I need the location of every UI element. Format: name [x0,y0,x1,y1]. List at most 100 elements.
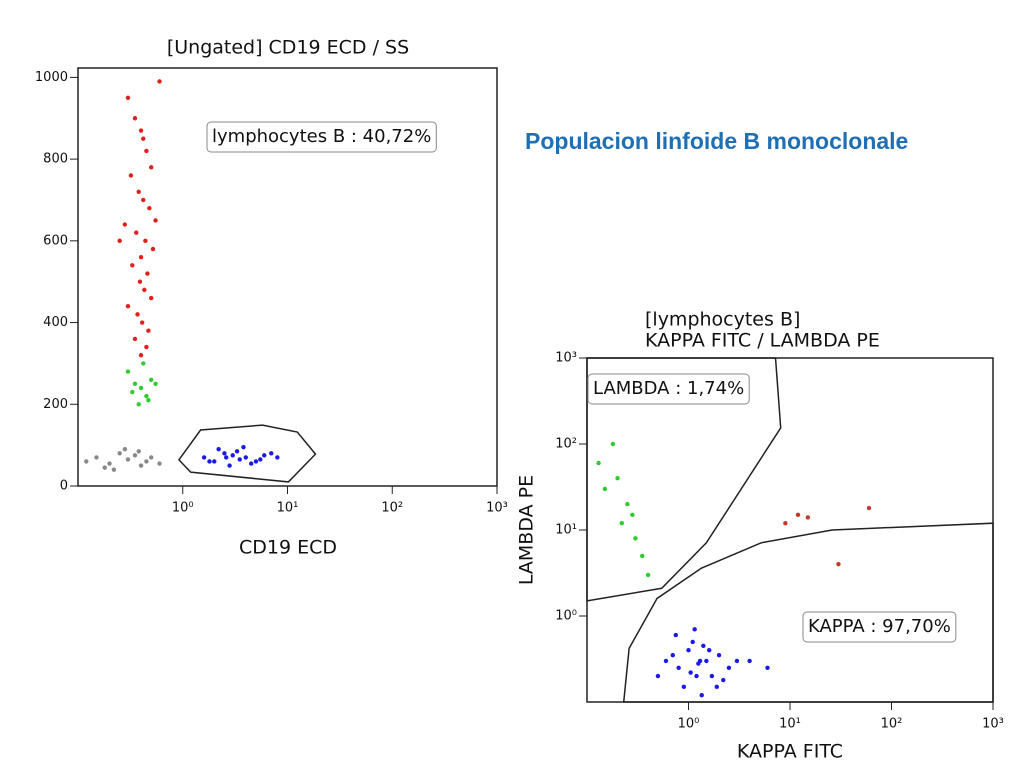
event-dot [765,665,770,670]
event-dot [144,459,149,464]
event-dot [222,451,227,456]
event-dot [269,451,274,456]
event-dot [253,459,259,464]
event-dot [234,449,240,454]
heading: Populacion linfoide B monoclonale [525,128,908,154]
event-dot [149,455,154,460]
event-dot [207,459,212,464]
event-dot [107,461,112,466]
event-dot [716,653,722,658]
event-dot [625,501,630,507]
event-dot [258,457,263,462]
event-dot [149,377,154,382]
event-dot [633,536,638,541]
event-dot [747,658,752,664]
x-tick-label: 10² [381,501,403,516]
event-dot [144,148,149,154]
event-dot [670,653,675,658]
gate-label-box [206,121,437,153]
y-axis-label: LAMBDA PE [516,475,538,585]
event-dot [125,457,131,462]
x-tick-label: 10¹ [779,717,801,732]
event-dot [241,444,246,450]
event-dot [149,165,154,170]
x-tick-label: 10⁰ [172,501,194,516]
event-dot [138,128,144,133]
event-dot [640,553,645,559]
event-dot [243,455,249,460]
event-dot [125,369,131,374]
event-dot [102,465,107,470]
event-dot [111,467,117,472]
event-dot [726,665,732,670]
event-dot [130,263,135,268]
y-tick-label: 10⁰ [555,609,577,624]
event-dot [138,353,144,358]
x-tick-label: 10¹ [277,501,299,516]
event-dot [663,658,669,664]
event-dot [139,320,145,325]
event-dot [145,271,150,276]
y-tick-label: 400 [43,315,68,330]
event-dot [94,455,99,460]
event-dot [144,393,149,399]
event-dot [227,463,232,468]
event-dot [248,461,254,466]
event-dot [153,381,158,387]
event-dot [141,136,146,141]
y-tick-label: 0 [60,479,68,494]
y-tick-label: 800 [43,152,68,167]
event-dot [135,312,140,317]
event-dot [147,205,152,211]
y-tick-label: 10¹ [555,523,577,538]
event-dot [610,441,616,447]
y-tick-label: 1000 [35,70,68,85]
event-dot [146,397,151,403]
event-dot [143,238,148,244]
event-dot [707,648,712,653]
event-dot [721,677,726,683]
event-dot [676,665,681,670]
event-dot [134,230,139,235]
plot-frame [586,357,994,703]
event-dot [157,461,162,466]
event-dot [836,562,841,567]
event-dot [692,627,697,632]
y-tick-label: 10² [555,437,577,452]
event-dot [734,658,740,664]
event-dot [673,632,679,638]
event-dot [615,476,620,481]
event-dot [709,673,715,679]
gate [586,357,782,602]
event-dot [694,673,699,679]
event-dot [144,344,149,350]
event-dot [230,453,235,458]
event-dot [137,279,143,284]
event-dot [645,572,651,578]
event-dot [237,457,242,462]
event-dot [138,254,144,260]
event-dot [125,95,131,101]
event-dot [150,246,156,252]
event-dot [125,304,131,309]
event-dot [216,447,221,452]
event-dot [141,197,146,203]
event-dot [805,515,811,520]
gate-label: LAMBDA : 1,74% [593,378,744,399]
event-dot [655,673,661,679]
event-dot [619,520,624,526]
event-dot [701,643,706,649]
gate-label: lymphocytes B : 40,72% [212,126,431,147]
event-dot [132,116,138,121]
chart-title: [Ungated] CD19 ECD / SS [167,37,409,59]
event-dot [699,692,704,698]
chart-title: KAPPA FITC / LAMBDA PE [645,330,880,352]
event-dot [132,336,138,342]
event-dot [84,459,89,464]
x-axis-label: KAPPA FITC [737,741,843,763]
event-dot [136,402,141,407]
event-dot [138,385,144,391]
event-dot [138,463,144,468]
event-dot [146,328,151,333]
